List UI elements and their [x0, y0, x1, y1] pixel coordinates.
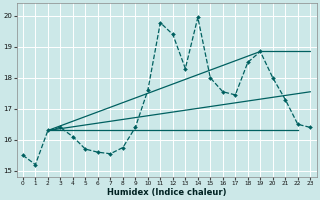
X-axis label: Humidex (Indice chaleur): Humidex (Indice chaleur): [107, 188, 226, 197]
